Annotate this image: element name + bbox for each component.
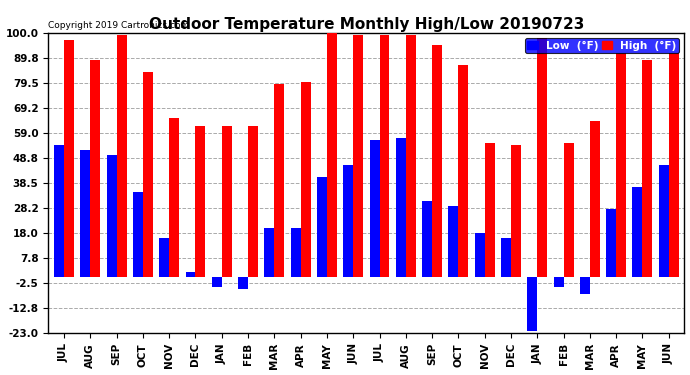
Title: Outdoor Temperature Monthly High/Low 20190723: Outdoor Temperature Monthly High/Low 201… <box>148 17 584 32</box>
Bar <box>221 126 232 277</box>
Bar <box>501 238 511 277</box>
Bar <box>527 277 538 331</box>
Bar <box>659 165 669 277</box>
Bar <box>186 272 195 277</box>
Bar <box>54 145 64 277</box>
Bar <box>580 277 590 294</box>
Bar <box>590 121 600 277</box>
Bar <box>90 60 100 277</box>
Bar <box>475 233 484 277</box>
Bar <box>80 150 90 277</box>
Legend: Low  (°F), High  (°F): Low (°F), High (°F) <box>524 38 679 54</box>
Bar <box>290 228 301 277</box>
Bar <box>370 140 380 277</box>
Bar <box>564 143 573 277</box>
Bar <box>343 165 353 277</box>
Bar <box>117 35 127 277</box>
Bar <box>159 238 169 277</box>
Bar <box>458 65 469 277</box>
Bar <box>669 53 679 277</box>
Bar <box>238 277 248 290</box>
Bar <box>406 35 416 277</box>
Bar <box>633 187 642 277</box>
Bar <box>264 228 275 277</box>
Bar <box>432 45 442 277</box>
Bar <box>133 192 143 277</box>
Bar <box>248 126 258 277</box>
Bar <box>538 38 547 277</box>
Bar <box>107 155 117 277</box>
Bar <box>448 206 458 277</box>
Bar <box>212 277 221 287</box>
Bar <box>327 28 337 277</box>
Bar <box>511 145 521 277</box>
Bar <box>317 177 327 277</box>
Bar <box>301 82 310 277</box>
Bar <box>64 40 74 277</box>
Bar <box>553 277 564 287</box>
Bar <box>396 138 406 277</box>
Bar <box>380 35 389 277</box>
Bar <box>606 209 616 277</box>
Text: Copyright 2019 Cartronics.com: Copyright 2019 Cartronics.com <box>48 21 190 30</box>
Bar <box>353 35 363 277</box>
Bar <box>275 84 284 277</box>
Bar <box>616 53 626 277</box>
Bar <box>642 60 652 277</box>
Bar <box>143 72 153 277</box>
Bar <box>422 201 432 277</box>
Bar <box>484 143 495 277</box>
Bar <box>195 126 206 277</box>
Bar <box>169 118 179 277</box>
